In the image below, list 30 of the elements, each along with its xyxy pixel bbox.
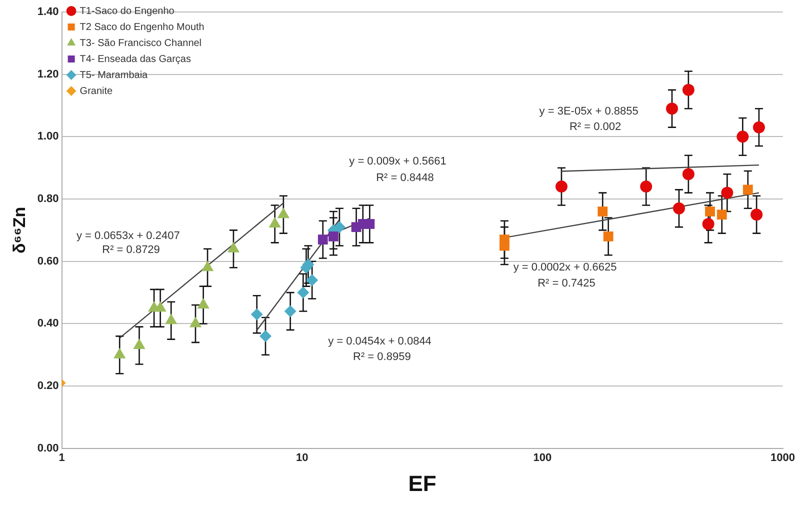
annotation: R² = 0.7425 — [538, 277, 596, 290]
y-tick-label: 0.00 — [37, 442, 59, 454]
annotation: y = 0.0002x + 0.6625 — [513, 261, 617, 274]
y-tick-label: 0.60 — [37, 255, 59, 268]
legend-label: T3- São Francisco Channel — [80, 38, 202, 49]
legend-label: Granite — [80, 86, 114, 97]
legend-label: T5- Marambaia — [80, 70, 148, 81]
y-axis-title: δ⁶⁶Zn — [10, 206, 29, 254]
legend-label: T1-Saco do Engenho — [80, 6, 175, 17]
y-tick-label: 1.40 — [37, 6, 59, 18]
legend-label: T4- Enseada das Garças — [80, 54, 191, 65]
y-tick-label: 0.40 — [37, 318, 59, 330]
y-tick-label: 0.80 — [37, 193, 59, 206]
annotation: y = 3E-05x + 0.8855 — [539, 106, 638, 118]
annotation: R² = 0.002 — [569, 120, 622, 133]
legend-label: T2 Saco do Engenho Mouth — [80, 22, 204, 33]
annotation: y = 0.009x + 0.5661 — [349, 156, 446, 168]
y-tick-label: 1.20 — [37, 68, 59, 80]
x-tick-label: 1 — [58, 452, 65, 464]
annotation: y = 0.0653x + 0.2407 — [76, 230, 180, 242]
x-tick-label: 1000 — [770, 452, 796, 464]
y-tick-label: 0.20 — [37, 380, 59, 392]
x-tick-label: 100 — [533, 452, 552, 464]
x-tick-label: 10 — [296, 452, 308, 464]
annotation: R² = 0.8959 — [353, 350, 411, 363]
annotation: R² = 0.8729 — [102, 244, 160, 256]
annotation: y = 0.0454x + 0.0844 — [328, 336, 432, 348]
y-tick-label: 1.00 — [37, 130, 59, 143]
x-axis-title: EF — [408, 470, 436, 496]
annotation: R² = 0.8448 — [376, 172, 434, 184]
